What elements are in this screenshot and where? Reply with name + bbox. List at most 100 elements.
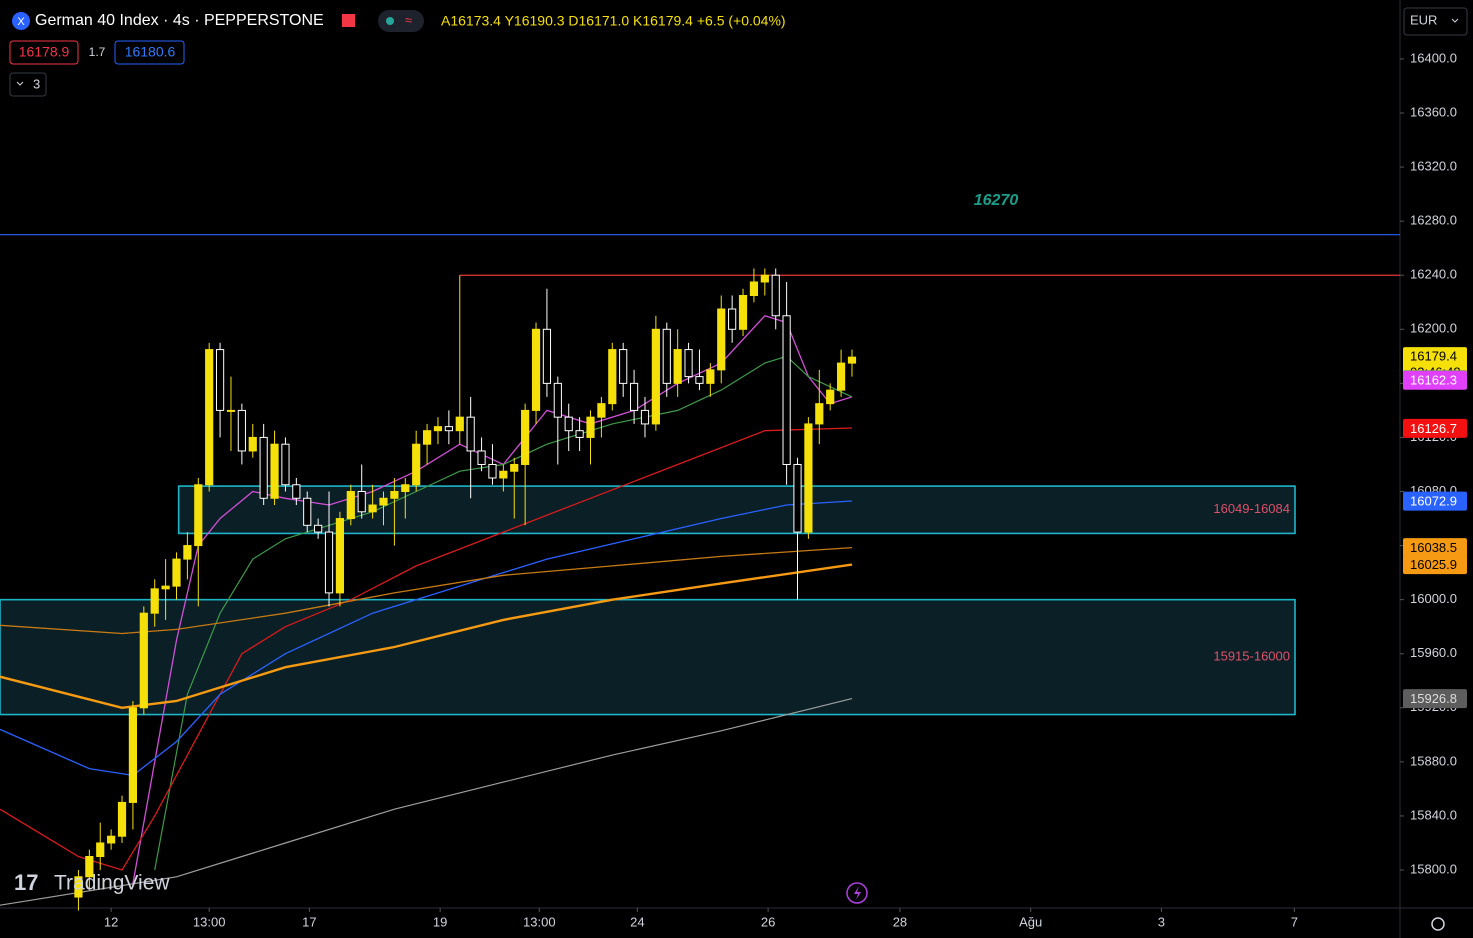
candle-body — [194, 484, 203, 547]
candle-body — [117, 801, 127, 837]
candle-body — [422, 430, 432, 445]
candle-body — [85, 855, 94, 878]
candle-body — [629, 382, 639, 411]
x-tick-label: 7 — [1291, 914, 1298, 929]
moving-average — [0, 427, 853, 871]
symbol-icon — [12, 12, 30, 30]
candle-body — [346, 491, 355, 520]
indicators-toggle[interactable] — [9, 72, 47, 97]
candle-body — [488, 463, 497, 479]
y-tick-label: 16000.0 — [1410, 591, 1457, 606]
candle-body — [477, 450, 486, 465]
candle-body — [303, 497, 312, 526]
candle-body — [640, 409, 650, 425]
candle-body — [281, 443, 290, 486]
candle-body — [183, 545, 192, 560]
bid-box[interactable] — [9, 40, 79, 65]
candle-body — [608, 349, 617, 405]
moving-average — [0, 698, 853, 906]
candle-body — [107, 835, 116, 844]
candle-body — [586, 416, 595, 438]
currency-button[interactable] — [1403, 7, 1468, 36]
x-tick-label: 12 — [104, 914, 118, 929]
symbol-title: German 40 Index · 4s · PEPPERSTONE — [35, 12, 324, 29]
candle-body — [150, 588, 159, 614]
y-tick-label: 16320.0 — [1410, 159, 1457, 174]
candle-body — [836, 362, 846, 391]
price-tag — [1403, 491, 1467, 511]
candle-body — [553, 382, 562, 418]
flag-icon[interactable] — [342, 14, 355, 27]
y-tick-label: 15880.0 — [1410, 753, 1457, 768]
line-label: 16270 — [974, 192, 1019, 209]
lightning — [854, 886, 861, 900]
chevron — [1451, 18, 1459, 23]
candle-body — [521, 409, 530, 465]
bid-price: 16178.9 — [19, 44, 70, 60]
x-tick-label: Ağu — [1019, 914, 1042, 929]
plot: 16049-16084 15915-16000 16270 — [0, 192, 1400, 911]
candle-body — [128, 707, 138, 803]
candle-body — [815, 403, 824, 425]
candle-body — [412, 443, 421, 486]
candle-body — [728, 308, 737, 330]
candle-body — [738, 295, 748, 330]
candle-body — [771, 274, 780, 317]
candle-body — [847, 356, 857, 364]
price-tag-label: 16179.4 — [1410, 349, 1457, 364]
candle-body — [292, 484, 301, 499]
candle-body — [368, 504, 377, 513]
y-tick-label: 16400.0 — [1410, 50, 1457, 65]
candle-body — [444, 426, 453, 432]
price-tag-label: 16072.9 — [1410, 494, 1457, 509]
candle-body — [706, 369, 715, 384]
candle-body — [270, 443, 279, 499]
candle-body — [314, 524, 323, 533]
x-tick-label: 3 — [1158, 914, 1165, 929]
candle-body — [619, 349, 628, 384]
candle-body — [793, 463, 802, 533]
candle-body — [542, 328, 552, 384]
x-tick-label: 28 — [893, 914, 907, 929]
candle-body — [335, 518, 345, 594]
candle-body — [237, 409, 246, 452]
event-icon[interactable] — [846, 882, 868, 904]
x-tick-label: 19 — [433, 914, 447, 929]
candle-body — [499, 470, 508, 479]
y-tick-label: 16240.0 — [1410, 267, 1457, 282]
candle-body — [510, 463, 519, 472]
price-tag — [1403, 418, 1467, 438]
spread: 1.7 — [89, 45, 106, 59]
zone — [177, 485, 1296, 535]
symbol-icon-glyph: X — [17, 16, 25, 28]
candle-body — [172, 558, 181, 587]
candle-body — [575, 430, 584, 438]
candle-body — [324, 531, 334, 594]
y-tick-label: 16280.0 — [1410, 213, 1457, 228]
price-tag-label: 16162.3 — [1410, 373, 1457, 388]
price-tag — [1403, 555, 1467, 575]
ask-price: 16180.6 — [125, 44, 176, 60]
price-tag — [1403, 370, 1467, 390]
candle-body — [466, 416, 475, 452]
brand-mark: 17 — [14, 870, 38, 895]
settings-icon[interactable] — [1431, 917, 1445, 931]
candle-body — [74, 876, 83, 898]
status-pill — [378, 10, 424, 32]
ohlc-values: A16173.4 Y16190.3 D16171.0 K16179.4 +6.5… — [441, 13, 786, 29]
candle-body — [139, 612, 148, 709]
candle-body — [695, 376, 704, 384]
candle-body — [597, 403, 606, 418]
price-tag — [1403, 538, 1467, 558]
candle-body — [379, 497, 388, 506]
x-tick-label: 17 — [302, 914, 316, 929]
candle-body — [684, 349, 693, 378]
candle-body — [248, 436, 257, 452]
candle-body — [259, 436, 268, 499]
candle-body — [215, 349, 225, 411]
candle-body — [760, 274, 769, 283]
ask-box[interactable] — [114, 40, 185, 65]
candle-body — [455, 416, 464, 432]
